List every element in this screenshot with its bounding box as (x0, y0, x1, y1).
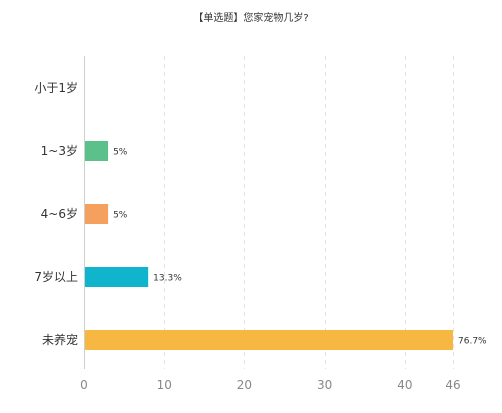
category-label-1: 1~3岁 (41, 143, 78, 158)
bar-1[interactable] (85, 141, 109, 161)
category-label-4: 未养宠 (42, 332, 78, 347)
category-label-2: 4~6岁 (41, 206, 78, 221)
data-label-2: 5% (113, 211, 128, 221)
bar-3[interactable] (85, 267, 149, 287)
category-label-3: 7岁以上 (34, 269, 78, 284)
x-tick-label-4: 40 (397, 378, 412, 392)
x-tick-label-2: 20 (237, 378, 252, 392)
x-tick-label-3: 30 (317, 378, 332, 392)
x-tick-label-0: 0 (80, 378, 88, 392)
data-label-1: 5% (113, 148, 128, 158)
category-label-0: 小于1岁 (34, 80, 78, 95)
x-tick-label-1: 10 (157, 378, 172, 392)
chart-title: 【单选题】您家宠物几岁? (193, 13, 309, 24)
x-tick-label-5: 46 (445, 378, 460, 392)
bar-2[interactable] (85, 204, 109, 224)
data-label-3: 13.3% (153, 274, 182, 284)
data-label-4: 76.7% (458, 337, 487, 347)
bar-4[interactable] (85, 330, 453, 350)
